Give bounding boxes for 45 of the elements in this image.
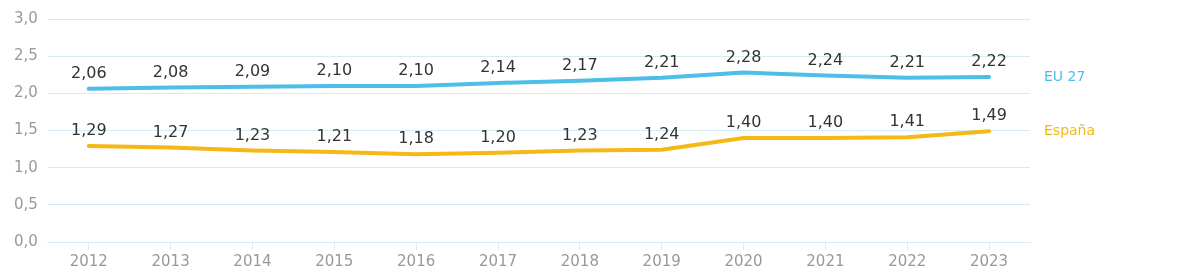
y-tick-label: 2,0 bbox=[14, 83, 38, 102]
y-tick-label: 2,5 bbox=[14, 46, 38, 65]
y-tick-label: 0,0 bbox=[14, 231, 38, 250]
data-label: 2,21 bbox=[889, 51, 926, 71]
x-tick-label: 2017 bbox=[478, 251, 518, 270]
data-label: 2,14 bbox=[480, 57, 516, 77]
x-tick-label: 2013 bbox=[151, 251, 190, 270]
data-label: 1,40 bbox=[725, 112, 762, 132]
data-label: 2,24 bbox=[807, 49, 844, 69]
data-label: 1,23 bbox=[562, 124, 598, 144]
x-tick-label: 2018 bbox=[560, 251, 599, 270]
x-tick-label: 2022 bbox=[888, 251, 927, 270]
data-label: 1,40 bbox=[807, 112, 844, 132]
y-tick-label: 1,0 bbox=[14, 157, 38, 176]
y-tick-label: 1,5 bbox=[14, 120, 38, 139]
data-label: 2,06 bbox=[70, 63, 107, 83]
x-tick-label: 2019 bbox=[642, 251, 681, 270]
x-tick-label: 2023 bbox=[969, 251, 1009, 270]
data-label: 2,17 bbox=[562, 54, 598, 74]
x-tick-label: 2012 bbox=[69, 251, 108, 270]
data-label: 1,21 bbox=[316, 126, 353, 146]
x-tick-label: 2015 bbox=[315, 251, 354, 270]
data-label: 1,24 bbox=[643, 123, 680, 143]
y-tick-label: 3,0 bbox=[14, 8, 38, 27]
data-label: 2,10 bbox=[316, 60, 353, 80]
data-label: 1,41 bbox=[889, 111, 926, 131]
text: EU 27 bbox=[1044, 67, 1086, 84]
data-label: 2,08 bbox=[152, 61, 189, 81]
data-label: 1,20 bbox=[480, 126, 516, 146]
y-tick-label: 0,5 bbox=[14, 194, 38, 213]
x-tick-label: 2020 bbox=[724, 251, 763, 270]
x-tick-label: 2014 bbox=[233, 251, 272, 270]
x-tick-label: 2016 bbox=[397, 251, 436, 270]
data-label: 2,21 bbox=[643, 51, 680, 71]
text: España bbox=[1044, 121, 1096, 138]
data-label: 2,10 bbox=[398, 60, 434, 80]
data-label: 1,18 bbox=[398, 128, 434, 148]
data-label: 1,29 bbox=[70, 120, 107, 140]
data-label: 2,09 bbox=[234, 60, 271, 80]
data-label: 1,49 bbox=[971, 105, 1007, 125]
data-label: 1,27 bbox=[152, 121, 189, 141]
data-label: 2,22 bbox=[971, 51, 1007, 71]
data-label: 1,23 bbox=[234, 124, 271, 144]
data-label: 2,28 bbox=[725, 46, 762, 66]
x-tick-label: 2021 bbox=[806, 251, 845, 270]
